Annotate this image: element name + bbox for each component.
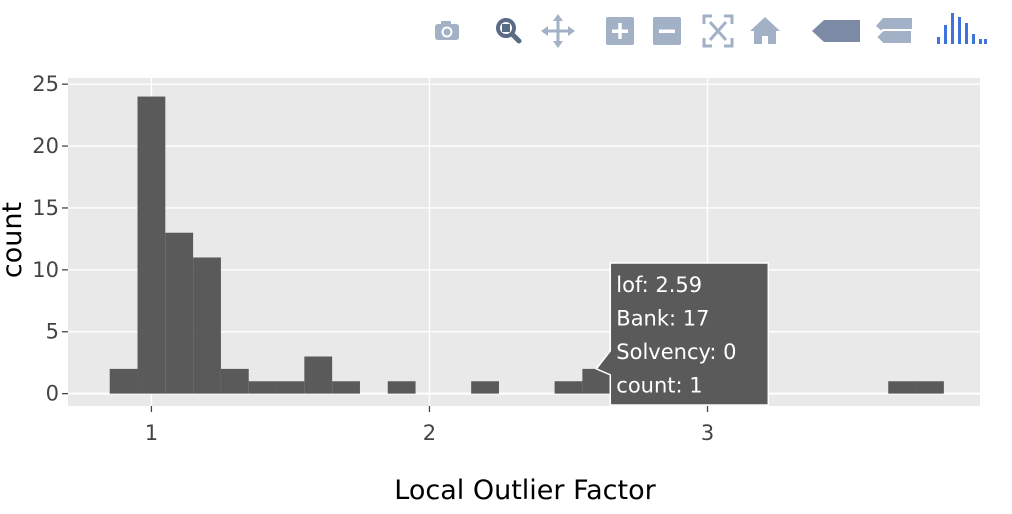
histogram-bar[interactable] bbox=[248, 381, 277, 394]
hover-line: lof: 2.59 bbox=[616, 273, 702, 297]
plotly-logo-icon[interactable] bbox=[934, 10, 990, 52]
histogram-bar[interactable] bbox=[109, 368, 138, 394]
histogram-bar[interactable] bbox=[471, 381, 499, 394]
histogram-bar[interactable] bbox=[916, 381, 944, 394]
histogram-bar[interactable] bbox=[137, 96, 166, 394]
y-tick-label: 5 bbox=[46, 320, 59, 344]
zoom-out-icon[interactable] bbox=[647, 10, 687, 52]
histogram-bars bbox=[109, 96, 944, 394]
zoom-icon[interactable] bbox=[488, 10, 528, 52]
histogram-bar[interactable] bbox=[220, 368, 249, 394]
histogram-bar[interactable] bbox=[193, 257, 221, 394]
y-tick-label: 15 bbox=[32, 196, 59, 220]
home-icon[interactable] bbox=[745, 10, 785, 52]
hover-line: count: 1 bbox=[616, 374, 702, 398]
spike-lines-icon[interactable] bbox=[812, 10, 862, 52]
hover-line: Solvency: 0 bbox=[616, 340, 736, 364]
y-tick-label: 0 bbox=[46, 382, 59, 406]
histogram-bar[interactable] bbox=[276, 381, 305, 394]
histogram-bar[interactable] bbox=[304, 356, 333, 394]
y-axis-ticks: 0 5 10 15 20 25 bbox=[32, 72, 68, 406]
x-tick-label: 3 bbox=[701, 421, 714, 445]
y-axis-title: count bbox=[0, 202, 28, 278]
histogram-bar[interactable] bbox=[387, 381, 416, 394]
x-tick-label: 1 bbox=[145, 421, 158, 445]
hover-box bbox=[595, 262, 770, 406]
histogram-bar[interactable] bbox=[554, 381, 583, 394]
hover-line: Bank: 17 bbox=[616, 307, 709, 331]
histogram-bar[interactable] bbox=[332, 381, 360, 394]
y-tick-label: 25 bbox=[32, 72, 59, 96]
modebar bbox=[420, 10, 1000, 52]
x-axis-ticks: 1 2 3 bbox=[145, 406, 714, 445]
histogram-bar[interactable] bbox=[888, 381, 917, 394]
zoom-in-icon[interactable] bbox=[600, 10, 640, 52]
autoscale-icon[interactable] bbox=[698, 10, 738, 52]
compare-hover-icon[interactable] bbox=[874, 10, 916, 52]
camera-icon[interactable] bbox=[426, 10, 466, 52]
histogram-bar[interactable] bbox=[165, 232, 194, 394]
x-tick-label: 2 bbox=[423, 421, 436, 445]
y-tick-label: 20 bbox=[32, 134, 59, 158]
x-axis-title: Local Outlier Factor bbox=[394, 475, 656, 506]
pan-icon[interactable] bbox=[538, 10, 578, 52]
y-tick-label: 10 bbox=[32, 258, 59, 282]
hover-tooltip: lof: 2.59 Bank: 17 Solvency: 0 count: 1 bbox=[595, 262, 770, 406]
